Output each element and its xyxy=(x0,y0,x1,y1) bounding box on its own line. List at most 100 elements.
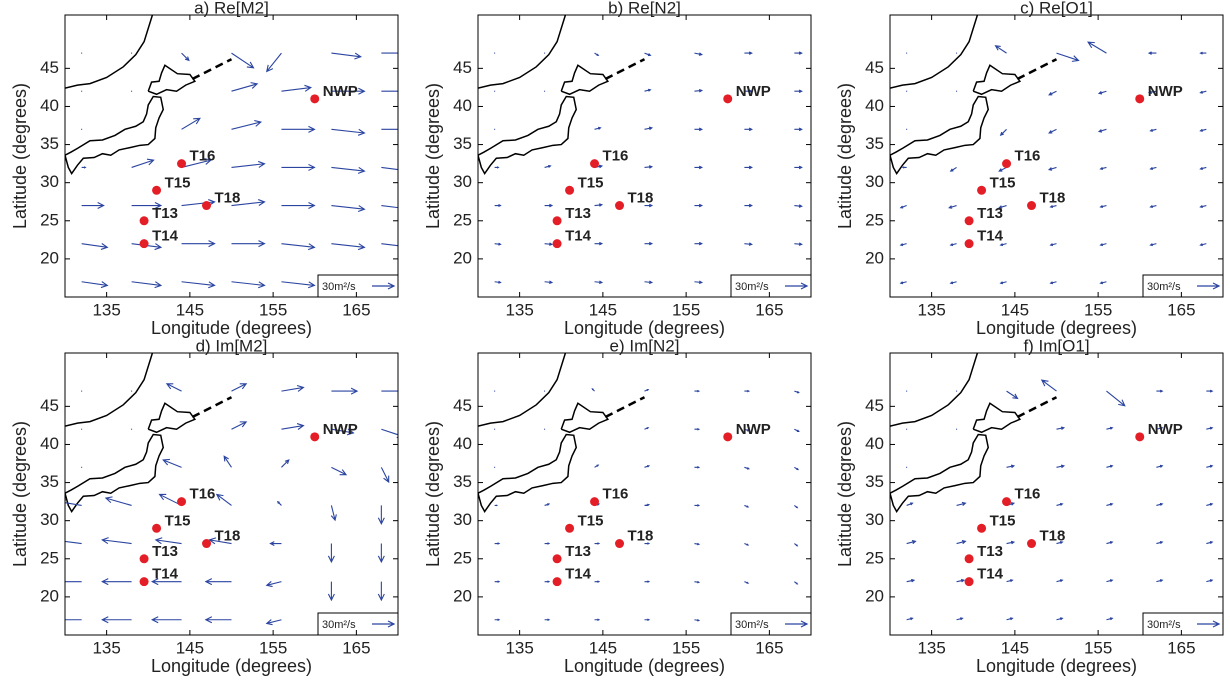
vector-arrow xyxy=(794,165,803,170)
panel-title: f) Im[O1] xyxy=(1023,336,1089,355)
vector-arrow xyxy=(694,165,704,170)
plot-area xyxy=(65,15,398,289)
scale-label: 30m²/s xyxy=(1147,619,1181,631)
vector-arrow xyxy=(377,543,385,564)
x-tick-label: 145 xyxy=(176,638,204,657)
y-tick-label: 25 xyxy=(865,548,884,567)
vector-arrow xyxy=(594,464,600,468)
vector-arrow xyxy=(494,280,502,284)
coastline xyxy=(478,95,578,175)
vector-arrow xyxy=(744,165,753,170)
vector-arrow xyxy=(381,243,398,247)
vector-arrow xyxy=(794,428,800,432)
vector-arrow xyxy=(1099,166,1107,170)
vector-arrow xyxy=(644,618,651,622)
vector-arrow xyxy=(594,241,604,246)
vector-arrow xyxy=(544,503,551,506)
vector-arrow xyxy=(331,166,366,174)
vector-arrow xyxy=(208,537,232,545)
station-label: T13 xyxy=(152,205,178,222)
vector-arrow xyxy=(494,166,500,169)
vector-arrow xyxy=(1087,41,1107,54)
scale-arrow xyxy=(1197,282,1221,290)
vector-arrow xyxy=(231,119,263,130)
scale-label: 30m²/s xyxy=(322,619,356,631)
y-axis-label: Latitude (degrees) xyxy=(835,83,855,229)
coastline xyxy=(65,95,165,175)
vector-arrow xyxy=(694,504,701,507)
x-tick-label: 155 xyxy=(1084,300,1112,319)
vector-arrow xyxy=(794,466,800,471)
x-tick-label: 145 xyxy=(176,300,204,319)
vector-arrow xyxy=(594,126,602,130)
boundary-dashed xyxy=(191,58,233,81)
vector-arrow xyxy=(1156,579,1164,583)
panel: NWP T16 T15 T18 T13 T14 30m²/s 135 145 155 165 20 25… xyxy=(10,336,399,676)
axes-frame xyxy=(477,352,812,636)
vector-arrow xyxy=(381,166,398,171)
station-label: T13 xyxy=(977,543,1003,560)
vector-arrow xyxy=(281,163,316,171)
panel: NWP T16 T15 T18 T13 T14 30m²/s 135 145 155 165 20 25… xyxy=(10,0,399,338)
vector-arrow xyxy=(331,243,366,251)
vector-arrow xyxy=(231,160,266,168)
vector-arrow xyxy=(1199,51,1207,55)
vector-arrow xyxy=(694,127,704,132)
vector-arrow xyxy=(381,428,398,439)
station-label: T14 xyxy=(152,228,179,245)
vector-arrow xyxy=(744,543,750,546)
vector-arrow xyxy=(181,52,190,62)
vector-arrow xyxy=(327,543,335,564)
x-tick-label: 145 xyxy=(589,300,617,319)
vector-arrow xyxy=(1097,90,1107,95)
vector-arrow xyxy=(1206,389,1214,393)
y-tick-label: 35 xyxy=(865,134,884,153)
vector-arrow xyxy=(101,616,132,624)
y-tick-label: 25 xyxy=(453,548,472,567)
vector-arrow xyxy=(1156,464,1164,468)
vector-arrow xyxy=(906,502,914,506)
y-tick-label: 40 xyxy=(453,96,472,115)
vector-arrow xyxy=(1199,128,1207,132)
station-label: T18 xyxy=(628,190,654,207)
coastline xyxy=(65,433,165,513)
vector-arrow xyxy=(327,581,335,602)
vector-arrow xyxy=(644,427,650,430)
vector-arrow xyxy=(331,387,359,395)
vector-arrow xyxy=(544,580,551,583)
vector-arrow xyxy=(377,581,385,602)
vector-arrow xyxy=(998,166,1007,172)
station-marker xyxy=(964,577,974,587)
vector-arrow xyxy=(1106,617,1114,621)
boundary-dashed xyxy=(604,58,646,81)
vector-arrow xyxy=(494,618,501,622)
x-tick-label: 145 xyxy=(1001,638,1029,657)
vector-arrow xyxy=(544,618,551,622)
vector-arrow xyxy=(1040,379,1057,392)
vector-arrow xyxy=(181,158,213,168)
vector-arrow xyxy=(150,578,182,586)
boundary-dashed xyxy=(1016,396,1058,419)
y-tick-label: 20 xyxy=(865,248,884,267)
x-tick-label: 135 xyxy=(917,638,945,657)
y-tick-label: 25 xyxy=(453,210,472,229)
vector-arrow xyxy=(544,164,552,168)
vector-arrow xyxy=(1199,243,1207,247)
y-tick-label: 20 xyxy=(40,586,59,605)
vector-arrow xyxy=(381,390,398,392)
x-tick-label: 155 xyxy=(259,638,287,657)
vector-arrow xyxy=(65,540,82,545)
vector-arrow xyxy=(1056,579,1064,583)
scale-arrow xyxy=(372,620,396,628)
vector-arrow xyxy=(1106,541,1114,545)
vector-arrow xyxy=(1056,426,1066,430)
vector-arrow xyxy=(899,205,907,209)
vector-arrow xyxy=(644,88,652,92)
panel-title: d) Im[M2] xyxy=(196,336,268,355)
vector-arrow xyxy=(594,542,601,545)
station-label: T16 xyxy=(1015,486,1041,503)
vector-arrow xyxy=(131,158,155,168)
vector-arrow xyxy=(1206,426,1214,430)
vector-arrow xyxy=(154,537,182,545)
x-tick-label: 165 xyxy=(1167,638,1195,657)
